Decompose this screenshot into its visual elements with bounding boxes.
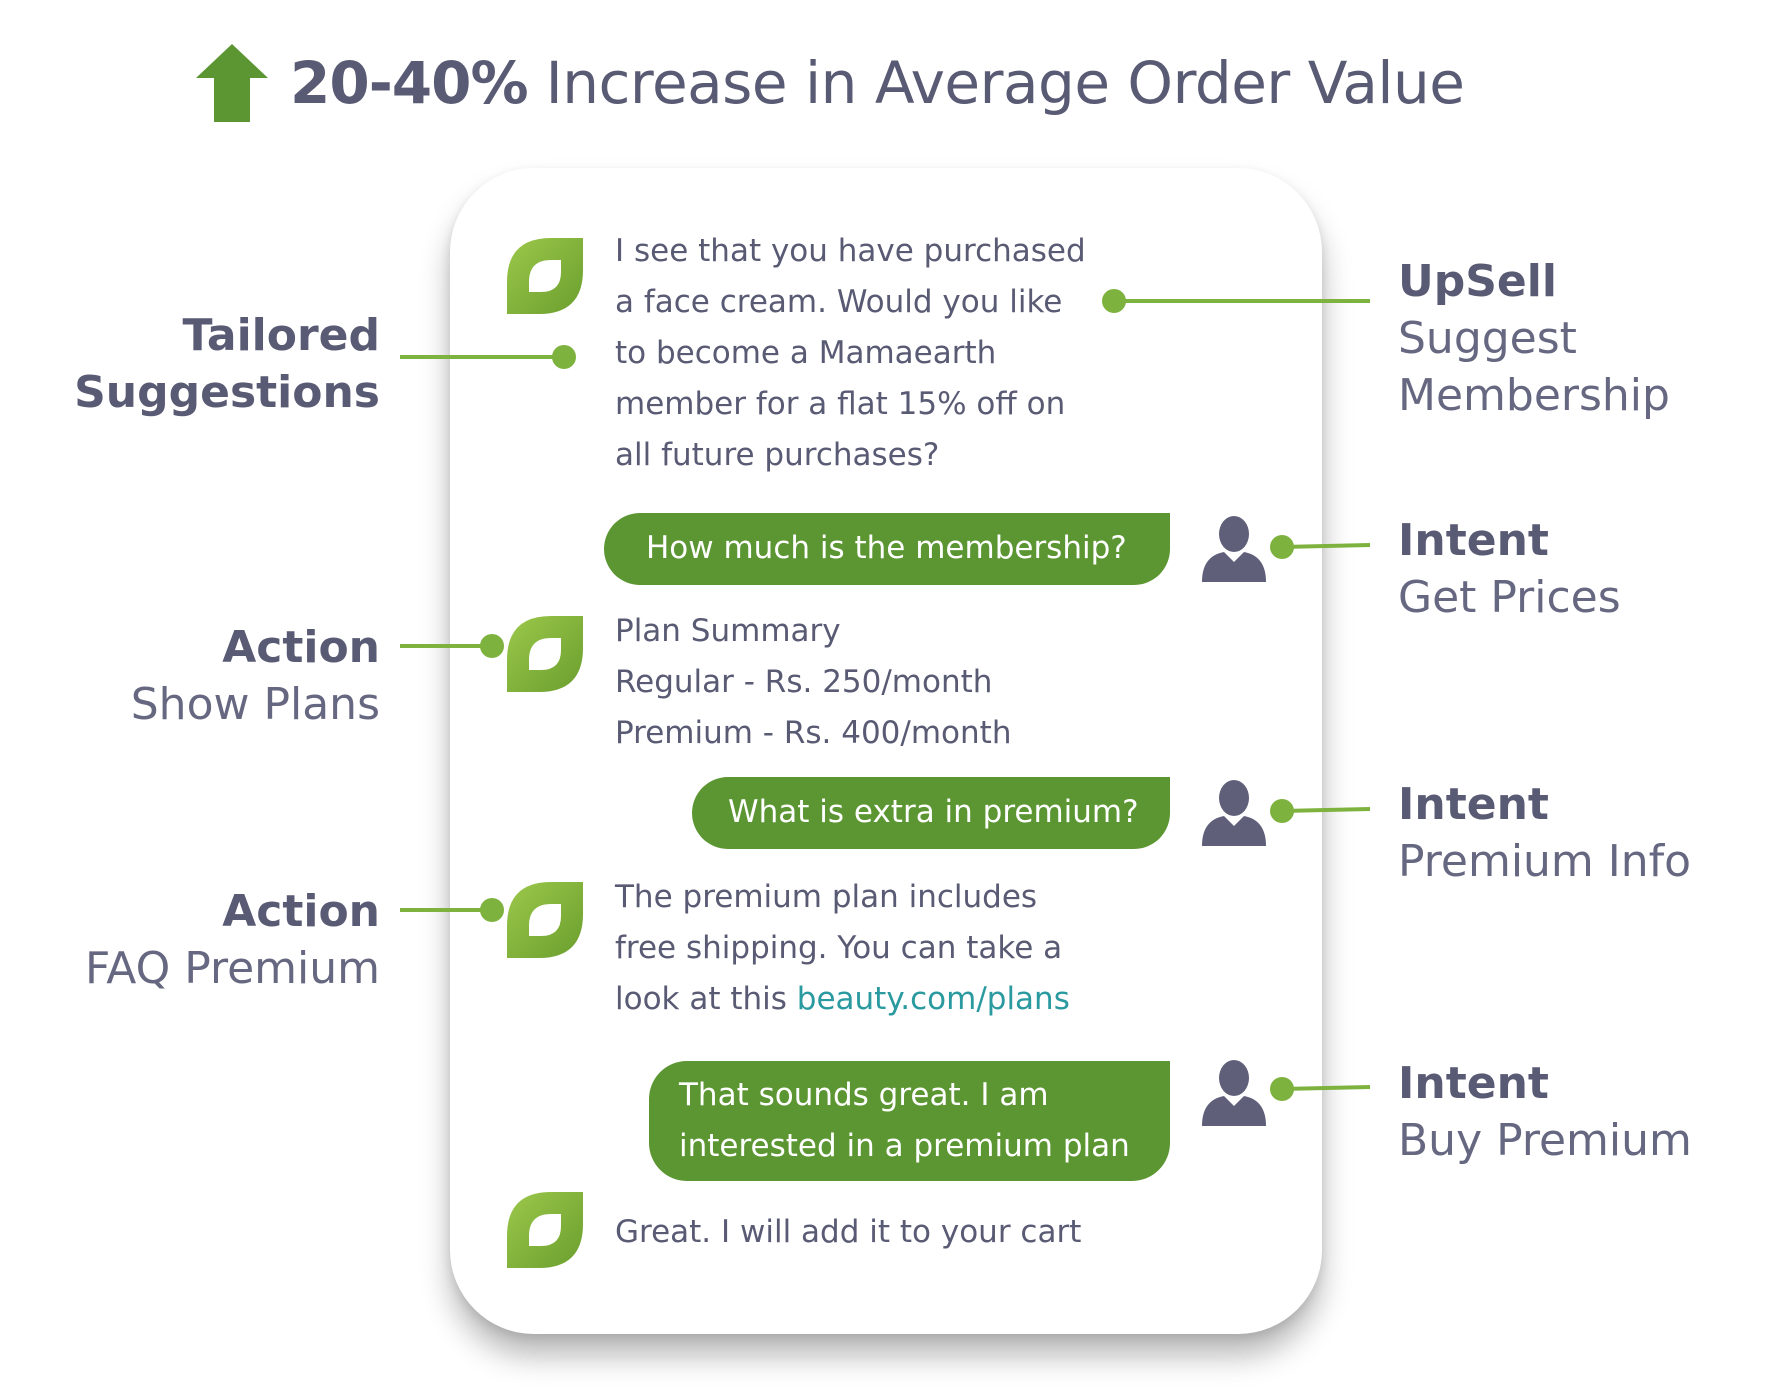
annotation-title: Suggestions — [74, 367, 380, 418]
annotation-title: Intent — [1398, 779, 1549, 830]
annotation-subtitle: Membership — [1398, 370, 1670, 421]
annotation-title: Intent — [1398, 1058, 1549, 1109]
leaf-logo-icon — [507, 882, 583, 958]
bot-message-line: Plan Summary — [615, 613, 841, 649]
annotation-subtitle: Suggest — [1398, 313, 1577, 364]
user-icon — [1200, 514, 1268, 582]
annotation-title: Action — [222, 622, 380, 673]
annotation-subtitle: Buy Premium — [1398, 1115, 1692, 1166]
headline: 20-40% Increase in Average Order Value — [196, 38, 1465, 128]
annotation-subtitle: Premium Info — [1398, 836, 1692, 887]
user-message-line: That sounds great. I am — [679, 1077, 1049, 1113]
leaf-logo-icon — [507, 1192, 583, 1268]
user-icon — [1200, 778, 1268, 846]
user-icon — [1200, 1058, 1268, 1126]
annotation-title: Intent — [1398, 515, 1549, 566]
annotation-title: Action — [222, 886, 380, 937]
bot-message-line: The premium plan includes — [615, 879, 1038, 915]
bot-message-4: Great. I will add it to your cart — [615, 1207, 1081, 1258]
headline-text: Increase in Average Order Value — [545, 49, 1465, 117]
annotation-intent-get-prices: Intent Get Prices — [1398, 512, 1621, 626]
user-message-3: That sounds great. I am interested in a … — [649, 1061, 1170, 1181]
bot-message-3: The premium plan includes free shipping.… — [615, 872, 1070, 1025]
annotation-action-faq-premium: Action FAQ Premium — [85, 883, 380, 997]
headline-percent: 20-40% — [290, 49, 529, 117]
user-message-2: What is extra in premium? — [692, 777, 1170, 849]
bot-message-line: Great. I will add it to your cart — [615, 1214, 1082, 1250]
up-arrow-icon — [196, 44, 268, 122]
annotation-intent-premium-info: Intent Premium Info — [1398, 776, 1691, 890]
annotation-intent-buy-premium: Intent Buy Premium — [1398, 1055, 1692, 1169]
annotation-subtitle: Get Prices — [1398, 572, 1621, 623]
annotation-subtitle: Show Plans — [130, 679, 380, 730]
annotation-title: Tailored — [182, 310, 380, 361]
bot-message-line: I see that you have purchased — [615, 233, 1086, 269]
bot-message-line: free shipping. You can take a — [615, 930, 1063, 966]
bot-message-line: to become a Mamaearth — [615, 335, 997, 371]
leaf-logo-icon — [507, 238, 583, 314]
leaf-logo-icon — [507, 616, 583, 692]
user-message-line: interested in a premium plan — [679, 1128, 1130, 1164]
bot-message-1: I see that you have purchased a face cre… — [615, 226, 1086, 481]
annotation-tailored-suggestions: Tailored Suggestions — [74, 307, 380, 421]
user-message-line: How much is the membership? — [646, 530, 1127, 566]
annotation-upsell: UpSell Suggest Membership — [1398, 253, 1670, 424]
user-message-line: What is extra in premium? — [728, 794, 1139, 830]
user-message-1: How much is the membership? — [604, 513, 1170, 585]
bot-message-line: all future purchases? — [615, 437, 940, 473]
bot-message-line: Regular - Rs. 250/month — [615, 664, 993, 700]
bot-message-2: Plan Summary Regular - Rs. 250/month Pre… — [615, 606, 1011, 759]
bot-message-text: look at this — [615, 981, 797, 1017]
annotation-action-show-plans: Action Show Plans — [131, 619, 380, 733]
bot-message-line: look at this beauty.com/plans — [615, 974, 1070, 1025]
bot-message-line: Premium - Rs. 400/month — [615, 715, 1012, 751]
plans-link[interactable]: beauty.com/plans — [796, 981, 1070, 1017]
annotation-subtitle: FAQ Premium — [84, 943, 380, 994]
annotation-title: UpSell — [1398, 256, 1557, 307]
bot-message-line: a face cream. Would you like — [615, 284, 1063, 320]
bot-message-line: member for a flat 15% off on — [615, 386, 1066, 422]
